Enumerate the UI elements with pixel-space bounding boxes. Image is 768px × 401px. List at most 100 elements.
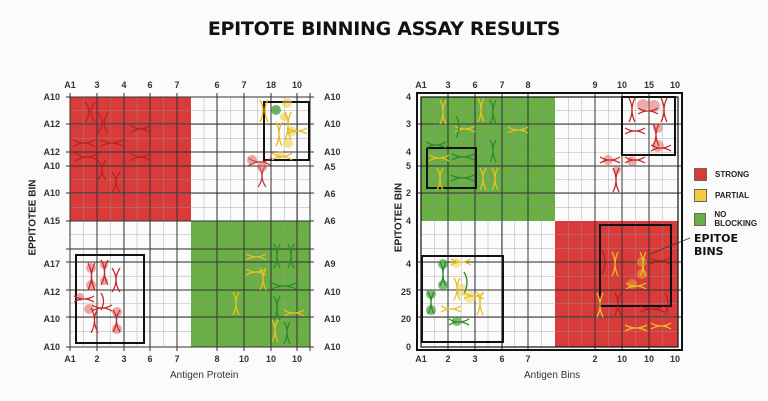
- antibody-markers-no-blocking: [427, 261, 470, 326]
- y-tick-right: A5: [324, 162, 336, 172]
- y-tick-right: A10: [324, 147, 341, 157]
- highlight-box: [621, 96, 676, 156]
- x-tick-top: A1: [64, 80, 76, 90]
- epitope-bins-callout: EPITOE BINS: [694, 232, 739, 258]
- strong-region: [555, 221, 678, 347]
- antibody-markers-strong: [601, 249, 671, 316]
- x-tick-top: 10: [669, 80, 681, 90]
- x-tick-bottom: 10: [669, 354, 681, 364]
- x-tick-bottom: A1: [415, 354, 427, 364]
- antibody-markers-strong: [599, 97, 672, 193]
- x-tick-top: 3: [94, 80, 100, 90]
- x-tick-bottom: 10: [643, 354, 655, 364]
- legend-item-partial: PARTIAL: [694, 189, 749, 202]
- legend-item-no-blocking: NO BLOCKING: [694, 210, 768, 228]
- swatch-strong-icon: [694, 168, 707, 181]
- antibody-markers-partial-green: [232, 253, 305, 343]
- x-tick-top: 7: [499, 80, 505, 90]
- x-tick-top: 10: [291, 80, 303, 90]
- x-tick-top: 6: [214, 80, 220, 90]
- x-tick-bottom: 2: [94, 354, 100, 364]
- major-grid: [66, 93, 314, 351]
- x-tick-top: 10: [616, 80, 628, 90]
- y-tick-left: A10: [43, 188, 60, 198]
- y-tick-right: A10: [324, 342, 341, 352]
- y-tick-right: A6: [324, 189, 336, 199]
- y-tick-left: 4: [405, 92, 411, 102]
- x-tick-bottom: 10: [238, 354, 250, 364]
- x-tick-bottom: 8: [214, 354, 220, 364]
- y-tick-left: A17: [43, 259, 60, 269]
- x-tick-bottom: 2: [592, 354, 598, 364]
- x-tick-bottom: 10: [291, 354, 303, 364]
- antibody-markers-partial: [440, 258, 485, 316]
- x-tick-bottom: 2: [445, 354, 451, 364]
- antibody-markers-no-blocking: [425, 99, 497, 182]
- x-tick-bottom: 10: [265, 354, 277, 364]
- legend-label: STRONG: [715, 170, 750, 179]
- x-tick-top: 18: [265, 80, 277, 90]
- plot-frame: [416, 92, 683, 351]
- x-tick-top: 7: [241, 80, 247, 90]
- antibody-markers-no-blocking: [271, 243, 297, 345]
- antibody-markers-partial: [596, 251, 672, 332]
- legend-label: NO BLOCKING: [714, 210, 758, 228]
- antibody-markers-partial: [428, 97, 529, 191]
- swatch-no-blocking-icon: [694, 212, 707, 226]
- major-grid: [417, 93, 682, 351]
- y-tick-left: 3: [405, 119, 411, 129]
- y-tick-left: 4: [405, 259, 411, 269]
- strong-region: [70, 97, 191, 221]
- x-tick-top: A1: [415, 80, 427, 90]
- chart-title: EPITOTE BINNING ASSAY RESULTS: [207, 18, 561, 40]
- legend-item-strong: STRONG: [694, 168, 749, 181]
- y-tick-left: A10: [43, 314, 60, 324]
- x-tick-top: 15: [643, 80, 655, 90]
- y-tick-left: 4: [405, 147, 411, 157]
- y-axis-label: EPITOTEE BIN: [393, 182, 405, 253]
- y-tick-left: 2: [405, 188, 411, 198]
- y-tick-left: A12: [43, 147, 60, 157]
- x-axis-label: Antigen Bins: [524, 370, 581, 381]
- y-tick-right: A9: [324, 259, 336, 269]
- x-tick-top: 4: [121, 80, 127, 90]
- x-tick-bottom: 3: [121, 354, 127, 364]
- legend-label: PARTIAL: [715, 191, 750, 200]
- x-axis-label: Antigen Protein: [170, 370, 239, 381]
- antibody-markers-strong-box: [73, 259, 121, 334]
- highlight-box: [599, 224, 672, 307]
- y-tick-left: 5: [405, 161, 411, 171]
- y-tick-right: A10: [324, 92, 341, 102]
- y-tick-left: 0: [405, 342, 411, 352]
- x-tick-top: 9: [592, 80, 598, 90]
- antibody-markers-partial: [259, 99, 308, 161]
- x-tick-top: 8: [525, 80, 531, 90]
- y-tick-left: 4: [405, 216, 411, 226]
- y-tick-left: A10: [43, 342, 60, 352]
- highlight-box: [75, 254, 145, 344]
- x-tick-bottom: 6: [499, 354, 505, 364]
- y-axis-label: EPPITOTEE BIN: [27, 179, 39, 256]
- x-tick-bottom: A1: [64, 354, 76, 364]
- highlight-box: [426, 147, 477, 189]
- no-blocking-region: [191, 221, 310, 347]
- swatch-partial-icon: [694, 189, 707, 202]
- y-tick-right: A10: [324, 287, 341, 297]
- x-tick-bottom: 7: [174, 354, 180, 364]
- y-tick-right: A6: [324, 216, 336, 226]
- y-tick-left: A15: [43, 216, 60, 226]
- highlight-box: [421, 255, 504, 343]
- y-tick-left: A10: [43, 92, 60, 102]
- x-tick-bottom: 10: [616, 354, 628, 364]
- callout-leader: [649, 237, 691, 255]
- y-tick-left: 20: [400, 314, 411, 324]
- y-tick-left: A12: [43, 119, 60, 129]
- x-tick-top: 3: [445, 80, 451, 90]
- x-tick-bottom: 6: [147, 354, 153, 364]
- y-tick-right: A10: [324, 119, 341, 129]
- x-tick-bottom: 7: [525, 354, 531, 364]
- no-blocking-blob: [271, 105, 281, 115]
- x-tick-bottom: 3: [472, 354, 478, 364]
- x-tick-top: 6: [472, 80, 478, 90]
